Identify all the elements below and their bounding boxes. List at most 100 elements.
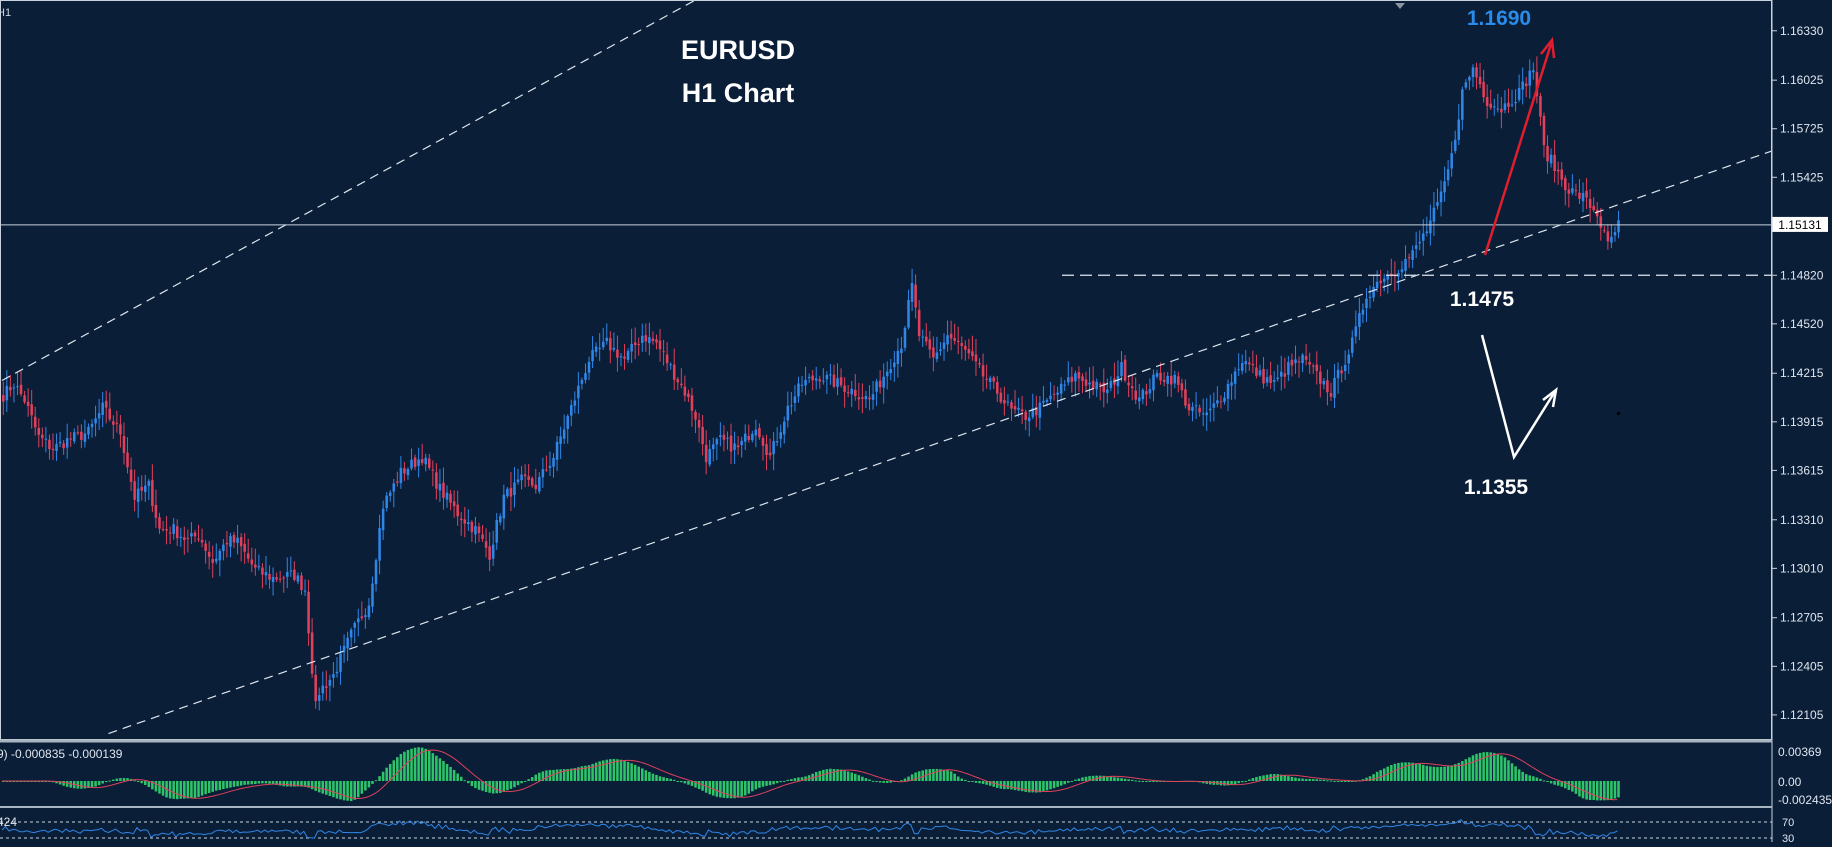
candle	[1414, 231, 1418, 258]
candle-body	[609, 338, 612, 351]
candle	[502, 484, 506, 530]
candle	[761, 435, 765, 461]
candle	[1567, 182, 1571, 208]
macd-bar	[1059, 781, 1063, 786]
candle	[665, 342, 669, 371]
macd-bar	[1446, 766, 1450, 781]
y-axis: 1.16330 1.16025 1.15725 1.15425 1.14820 1.145…	[1772, 24, 1824, 722]
candle-body	[424, 457, 427, 465]
candle-body	[1500, 108, 1503, 113]
candle-body	[80, 431, 83, 440]
candle	[527, 464, 530, 487]
candle	[1042, 386, 1045, 407]
candle-body	[960, 343, 964, 347]
macd-bar	[584, 765, 587, 781]
candle	[985, 364, 988, 389]
candle	[538, 472, 541, 494]
candle	[1265, 369, 1269, 387]
macd-bar	[317, 781, 321, 793]
y-tick-label: 1.15425	[1780, 170, 1824, 184]
candle-body	[541, 469, 545, 478]
candle	[1358, 298, 1361, 341]
candle-body	[783, 421, 786, 435]
candle-body	[1535, 72, 1539, 97]
candle-body	[9, 386, 12, 391]
candle-body	[1127, 382, 1130, 386]
candle	[857, 382, 861, 410]
candle	[1134, 377, 1137, 405]
candle-body	[413, 457, 417, 467]
macd-bar	[310, 781, 314, 790]
macd-bar	[1532, 776, 1535, 781]
candle	[1319, 365, 1322, 398]
candle-body	[1613, 232, 1617, 236]
candle-body	[339, 653, 342, 672]
candle	[175, 519, 179, 547]
candle-body	[662, 351, 665, 353]
candle-body	[1155, 373, 1159, 377]
pullback-arrow	[1480, 334, 1556, 461]
candle-body	[864, 396, 868, 400]
candle-body	[1088, 382, 1091, 385]
candle	[793, 385, 797, 412]
candle	[1514, 89, 1517, 112]
macd-bar	[1237, 781, 1240, 784]
macd-bar	[1304, 778, 1308, 781]
candle-body	[751, 433, 754, 441]
macd-bar	[374, 780, 378, 782]
candle	[463, 506, 467, 538]
macd-bar	[1052, 781, 1056, 789]
candle-body	[1599, 216, 1603, 228]
candle	[548, 451, 552, 477]
candle	[577, 372, 580, 414]
macd-bar	[1606, 781, 1610, 801]
candle	[570, 399, 573, 427]
candle	[428, 454, 431, 470]
candle-body	[282, 577, 285, 579]
macd-bar	[499, 781, 502, 793]
macd-bar	[271, 781, 275, 785]
candle	[1006, 394, 1010, 407]
macd-bar	[264, 781, 268, 784]
macd-bar	[559, 769, 562, 781]
candle	[953, 323, 956, 345]
candle	[1162, 372, 1166, 387]
candle-body	[1027, 417, 1031, 422]
chart-title: EURUSD	[681, 35, 795, 65]
candle-body	[1301, 354, 1304, 364]
candle-body	[207, 551, 211, 557]
candle	[878, 370, 882, 394]
candle	[956, 326, 960, 354]
macd-bar	[832, 769, 836, 781]
macd-pane[interactable]	[2, 747, 1620, 802]
candle-body	[321, 685, 325, 694]
candle	[1446, 160, 1450, 187]
candle-body	[41, 434, 44, 439]
candle	[1223, 391, 1226, 405]
candle	[1418, 230, 1421, 251]
candle-body	[1230, 382, 1233, 386]
candle	[1535, 56, 1539, 104]
candle-body	[637, 343, 640, 345]
candle-body	[996, 382, 999, 394]
macd-bar	[1496, 754, 1500, 781]
candle-body	[523, 474, 527, 477]
candle-body	[1159, 372, 1162, 381]
candle-body	[506, 488, 509, 497]
candle	[637, 337, 640, 356]
candle	[520, 466, 523, 490]
candle-body	[658, 340, 662, 350]
candle	[946, 320, 949, 352]
candle-body	[484, 541, 488, 548]
candle-body	[151, 480, 154, 507]
rsi-params-label: 424	[0, 815, 17, 829]
candle-body	[58, 441, 62, 444]
rsi-pane[interactable]	[0, 819, 1772, 839]
candle-body	[126, 452, 129, 468]
candle	[452, 490, 456, 518]
candle-body	[1610, 236, 1613, 243]
candle	[101, 392, 104, 428]
candle-body	[456, 504, 459, 517]
